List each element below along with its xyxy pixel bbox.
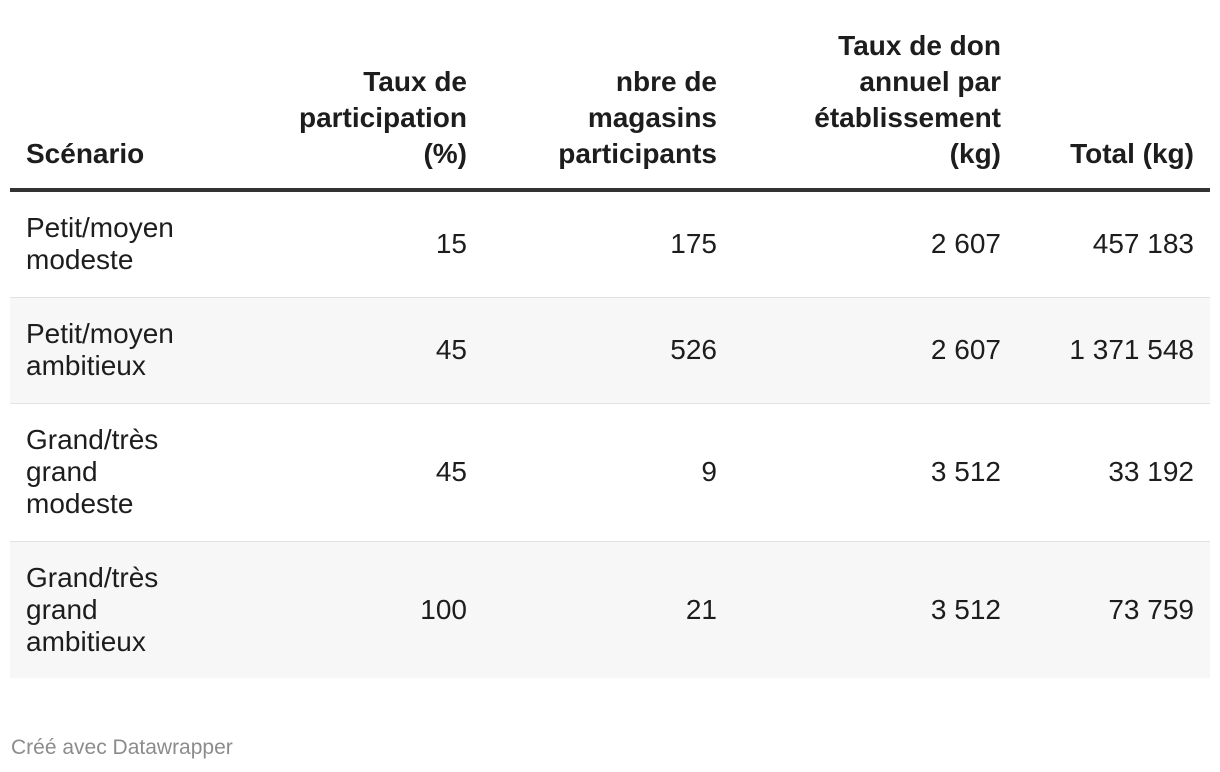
cell-scenario: Petit/moyen ambitieux bbox=[10, 297, 190, 404]
cell-taux: 45 bbox=[190, 403, 467, 542]
cell-don: 2 607 bbox=[717, 190, 1001, 298]
table-header: Scénario Taux de participation (%) nbre … bbox=[10, 0, 1210, 192]
data-table: Scénario Taux de participation (%) nbre … bbox=[10, 0, 1210, 678]
header-row: Scénario Taux de participation (%) nbre … bbox=[10, 0, 1210, 192]
cell-scenario: Petit/moyen modeste bbox=[10, 190, 190, 298]
header-taux-don[interactable]: Taux de don annuel par établissement (kg… bbox=[717, 0, 1001, 192]
cell-don: 2 607 bbox=[717, 297, 1001, 404]
cell-don: 3 512 bbox=[717, 403, 1001, 542]
table-row: Grand/très grand ambitieux 100 21 3 512 … bbox=[10, 541, 1210, 678]
table-row: Petit/moyen ambitieux 45 526 2 607 1 371… bbox=[10, 297, 1210, 404]
cell-total: 33 192 bbox=[1001, 403, 1210, 542]
header-total[interactable]: Total (kg) bbox=[1001, 0, 1210, 192]
cell-taux: 45 bbox=[190, 297, 467, 404]
cell-total: 457 183 bbox=[1001, 190, 1210, 298]
cell-nbre: 175 bbox=[467, 190, 717, 298]
table-row: Petit/moyen modeste 15 175 2 607 457 183 bbox=[10, 190, 1210, 298]
datawrapper-credit[interactable]: Créé avec Datawrapper bbox=[11, 736, 233, 759]
header-taux-participation[interactable]: Taux de participation (%) bbox=[190, 0, 467, 192]
cell-nbre: 9 bbox=[467, 403, 717, 542]
cell-taux: 100 bbox=[420, 593, 467, 625]
table-row: Grand/très grand modeste 45 9 3 512 33 1… bbox=[10, 403, 1210, 542]
cell-scenario: Grand/très grand ambitieux bbox=[26, 561, 159, 657]
cell-nbre: 21 bbox=[685, 593, 717, 625]
cell-total: 73 759 bbox=[1108, 593, 1194, 625]
cell-nbre: 526 bbox=[467, 297, 717, 404]
cell-taux: 15 bbox=[190, 190, 467, 298]
cell-total: 1 371 548 bbox=[1001, 297, 1210, 404]
cell-scenario: Grand/très grand modeste bbox=[10, 403, 190, 542]
table-body: Petit/moyen modeste 15 175 2 607 457 183… bbox=[10, 190, 1210, 678]
cell-don: 3 512 bbox=[930, 593, 1001, 625]
data-table-container: Scénario Taux de participation (%) nbre … bbox=[10, 0, 1210, 678]
header-scenario[interactable]: Scénario bbox=[10, 0, 190, 192]
header-nbre-magasins[interactable]: nbre de magasins participants bbox=[467, 0, 717, 192]
